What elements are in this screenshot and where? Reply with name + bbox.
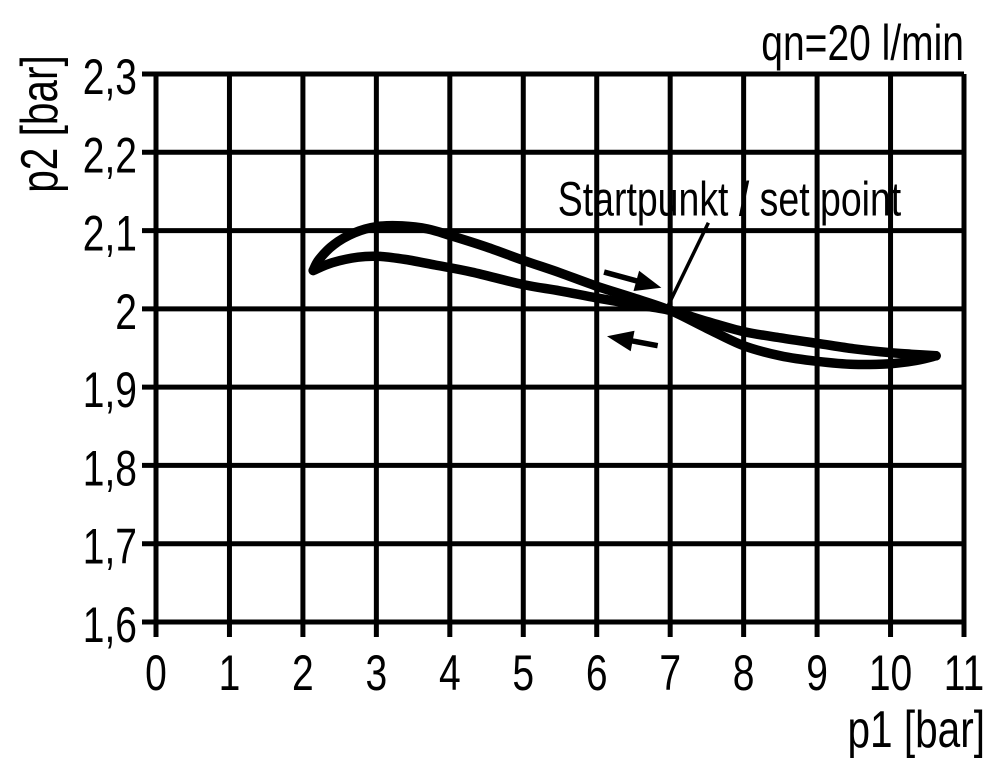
x-tick-label: 10: [869, 645, 912, 701]
x-tick-label: 9: [806, 645, 828, 701]
axis-labels: 2,32,22,121,91,81,71,60 1 2 3 4 5 6 7 8 9 10 11qn=2…: [11, 15, 985, 759]
direction-arrow-head-right-icon: [633, 270, 662, 291]
y-tick-label: 1,6: [83, 597, 137, 653]
y-tick-label: 2,2: [83, 127, 137, 183]
x-tick-label: 3: [366, 645, 388, 701]
annotations: Startpunkt / set point: [558, 174, 901, 352]
curve-upper-branch: [308, 220, 941, 370]
direction-arrow-shaft-left: [628, 337, 659, 349]
x-axis-title: p1 [bar]: [848, 701, 986, 759]
x-tick-label: 11: [944, 645, 985, 701]
direction-arrow-head-left-icon: [607, 330, 635, 352]
curve-lower-branch: [308, 251, 941, 361]
x-tick-label: 6: [586, 645, 608, 701]
y-axis-title: p2 [bar]: [11, 55, 69, 193]
curves: [308, 220, 941, 370]
x-tick-label: 8: [733, 645, 755, 701]
x-tick-label: 0: [145, 645, 167, 701]
y-tick-label: 1,8: [83, 440, 137, 496]
y-tick-label: 1,9: [83, 362, 137, 418]
x-tick-label: 7: [659, 645, 681, 701]
x-tick-label: 2: [292, 645, 314, 701]
y-tick-label: 2,1: [83, 206, 137, 262]
chart-title: qn=20 l/min: [761, 15, 964, 71]
x-tick-label: 5: [512, 645, 534, 701]
y-tick-label: 2: [115, 284, 137, 340]
x-tick-label: 1: [219, 645, 241, 701]
x-tick-label: 4: [439, 645, 461, 701]
set-point-leader-line: [663, 221, 710, 313]
direction-arrow-shaft-right: [603, 269, 641, 285]
y-tick-label: 1,7: [83, 519, 137, 575]
set-point-annotation-label: Startpunkt / set point: [558, 174, 901, 227]
y-tick-label: 2,3: [83, 49, 137, 105]
grid: [142, 71, 967, 637]
